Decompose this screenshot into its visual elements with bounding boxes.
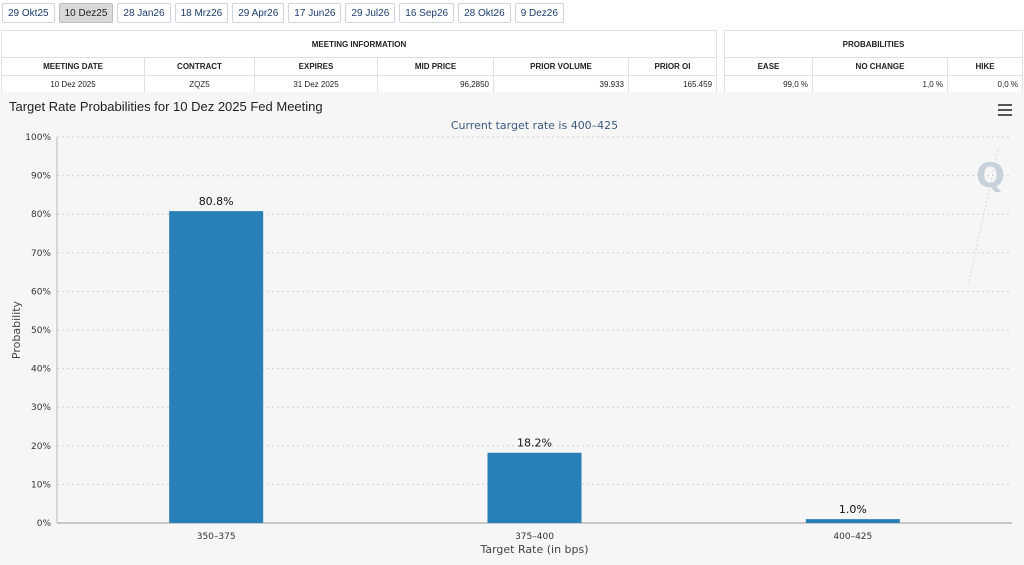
chart-subtitle: Current target rate is 400–425	[451, 119, 618, 132]
x-axis-title: Target Rate (in bps)	[479, 543, 588, 556]
svg-text:Q: Q	[976, 156, 1005, 196]
header-prior-oi: PRIOR OI	[627, 57, 718, 76]
y-tick-label: 50%	[31, 326, 51, 336]
x-tick-label: 350–375	[197, 532, 236, 542]
tab-9-dez26[interactable]: 9 Dez26	[514, 3, 564, 23]
meeting-information-title: MEETING INFORMATION	[0, 30, 718, 58]
tab-29-okt25[interactable]: 29 Okt25	[2, 3, 55, 23]
tab-10-dez25[interactable]: 10 Dez25	[58, 3, 114, 23]
hike-value: 0,0 %	[947, 75, 1023, 94]
bar-chart: Q Current target rate is 400–425 0% 10% 20%…	[10, 119, 1012, 556]
probabilities-title: PROBABILITIES	[724, 30, 1023, 58]
tab-29-apr26[interactable]: 29 Apr26	[232, 3, 285, 23]
header-hike: HIKE	[947, 57, 1023, 76]
header-prior-volume: PRIOR VOLUME	[493, 57, 629, 76]
header-mid-price: MID PRICE	[377, 57, 494, 76]
tab-28-okt26[interactable]: 28 Okt26	[458, 3, 511, 23]
y-tick-label: 90%	[31, 172, 51, 182]
header-contract: CONTRACT	[144, 57, 255, 76]
prior-volume-value: 39.933	[493, 75, 629, 94]
y-tick-label: 80%	[31, 210, 51, 220]
bar-350–375	[169, 211, 264, 523]
y-tick-label: 40%	[31, 365, 51, 375]
bar-400–425	[805, 519, 900, 523]
y-tick-label: 20%	[31, 442, 51, 452]
header-expires: EXPIRES	[254, 57, 378, 76]
y-tick-label: 30%	[31, 403, 51, 413]
no-change-value: 1,0 %	[812, 75, 948, 94]
meeting-information-table: MEETING INFORMATION MEETING DATE CONTRAC…	[0, 30, 718, 94]
header-meeting-date: MEETING DATE	[1, 57, 145, 76]
hamburger-menu-icon[interactable]	[998, 104, 1012, 119]
y-tick-label: 100%	[25, 133, 51, 143]
x-tick-label: 375–400	[515, 532, 554, 542]
y-axis-title: Probability	[10, 300, 23, 359]
tab-28-jan26[interactable]: 28 Jan26	[117, 3, 171, 23]
tab-29-jul26[interactable]: 29 Jul26	[345, 3, 396, 23]
q-logo-icon: Q	[967, 149, 1005, 286]
bar-375–400	[487, 452, 582, 523]
expires-value: 31 Dez 2025	[254, 75, 378, 94]
data-label: 80.8%	[199, 195, 234, 208]
y-tick-label: 60%	[31, 287, 51, 297]
header-ease: EASE	[724, 57, 813, 76]
tab-16-sep26[interactable]: 16 Sep26	[399, 3, 455, 23]
chart-title: Target Rate Probabilities for 10 Dez 202…	[9, 99, 323, 114]
header-no-change: NO CHANGE	[812, 57, 948, 76]
table-row: 10 Dez 2025 ZQZ5 31 Dez 2025 96,2850 39.…	[1, 75, 718, 94]
data-label: 1.0%	[839, 503, 867, 516]
data-label: 18.2%	[517, 437, 552, 450]
y-tick-label: 70%	[31, 249, 51, 259]
table-row: 99,0 % 1,0 % 0,0 %	[724, 75, 1023, 94]
x-tick-label: 400–425	[833, 532, 872, 542]
tab-17-jun26[interactable]: 17 Jun26	[288, 3, 342, 23]
ease-value: 99,0 %	[724, 75, 813, 94]
meeting-date-value: 10 Dez 2025	[1, 75, 145, 94]
tab-18-mrz26[interactable]: 18 Mrz26	[174, 3, 229, 23]
probabilities-table: PROBABILITIES EASE NO CHANGE HIKE 99,0 %…	[724, 30, 1023, 94]
mid-price-value: 96,2850	[377, 75, 494, 94]
meeting-date-tabs: 29 Okt25 10 Dez25 28 Jan26 18 Mrz26 29 Apr26…	[2, 3, 564, 23]
chart-container: Target Rate Probabilities for 10 Dez 202…	[0, 92, 1024, 565]
y-tick-label: 0%	[37, 519, 52, 529]
contract-value: ZQZ5	[144, 75, 255, 94]
y-tick-label: 10%	[31, 480, 51, 490]
prior-oi-value: 165.459	[627, 75, 718, 94]
